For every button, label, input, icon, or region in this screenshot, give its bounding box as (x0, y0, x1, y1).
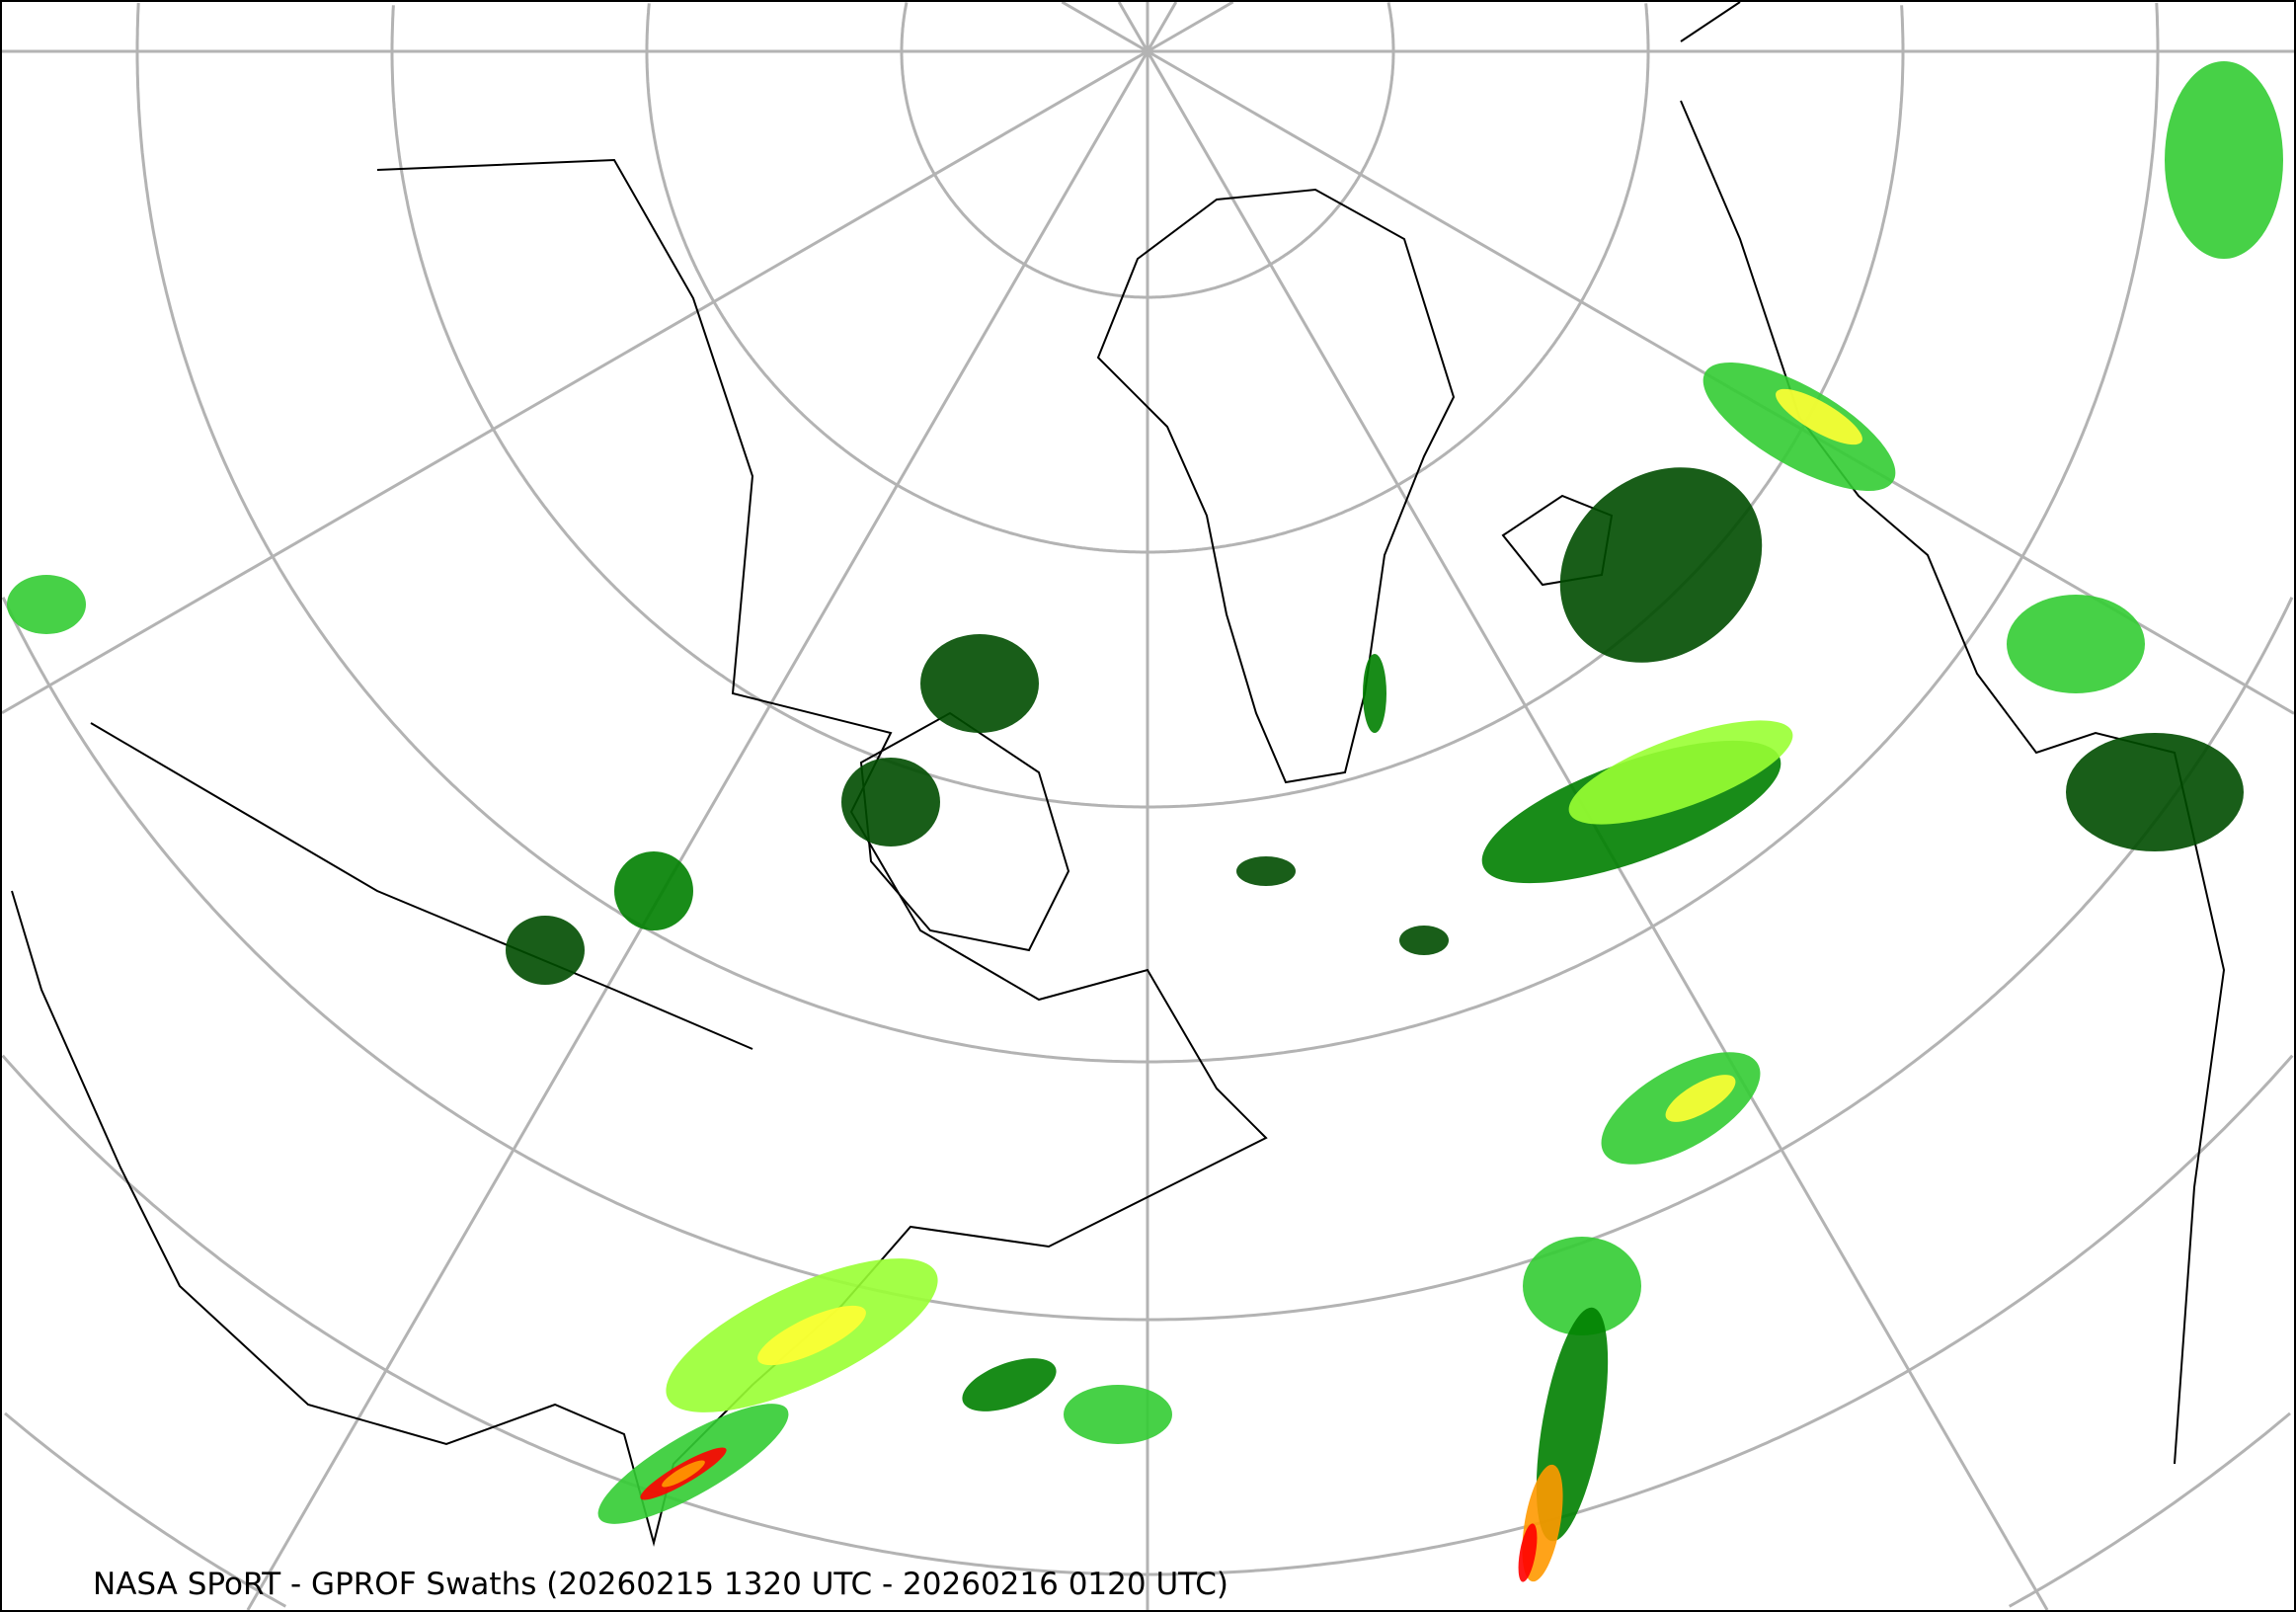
precipitation-swaths (7, 61, 2283, 1582)
precip-swath (1064, 1385, 1172, 1444)
precip-swath (2066, 733, 2244, 851)
meridian-line (1117, 2, 1149, 52)
latitude-circle (135, 2, 2160, 1064)
precip-swath (2007, 595, 2145, 693)
precip-swath (662, 1460, 705, 1488)
us-canada-border (90, 722, 753, 1050)
precip-swath (1559, 467, 1763, 663)
latitude-circle (2, 1054, 2294, 1576)
precip-swath (1399, 926, 1449, 955)
precip-swath (1523, 1237, 1641, 1335)
precip-swath (2165, 61, 2283, 259)
precip-swath (757, 1305, 866, 1366)
precip-swath (506, 916, 585, 985)
precip-swath (1363, 654, 1386, 733)
precip-swath (920, 634, 1039, 733)
precip-swath (1236, 856, 1296, 886)
coastlines (11, 2, 2226, 1547)
latitude-circle (900, 2, 1395, 299)
precip-swath (7, 575, 86, 634)
latitude-circle (645, 3, 1650, 554)
north-america-coast (11, 158, 1268, 1547)
greenland-outline (1096, 188, 1456, 784)
meridian-line (246, 50, 1149, 1610)
meridian-line (2, 49, 1148, 714)
precip-swath (614, 851, 693, 930)
map-caption: NASA SPoRT - GPROF Swaths (20260215 1320… (93, 1567, 1228, 1602)
latitude-circle (4, 1411, 2291, 1608)
precip-swath (962, 1358, 1057, 1411)
precip-swath (1665, 1075, 1736, 1122)
meridian-line (1061, 2, 1148, 53)
precip-swath (1518, 1523, 1538, 1582)
precip-swath (841, 758, 940, 846)
meridian-line (1147, 2, 1234, 53)
precip-swath (1568, 720, 1793, 825)
precip-swath (1776, 388, 1862, 445)
precip-swath (1702, 363, 1896, 491)
meridian-line (1146, 2, 1178, 52)
